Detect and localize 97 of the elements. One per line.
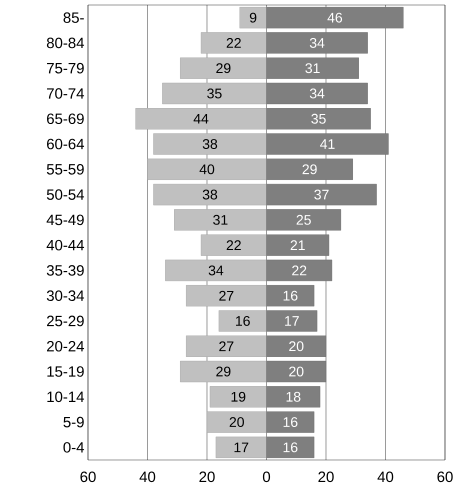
data-label: 9 bbox=[250, 12, 256, 23]
data-label: 34 bbox=[310, 38, 324, 48]
bar bbox=[147, 158, 267, 180]
x-tick-label: 20 bbox=[318, 472, 334, 482]
data-label: 29 bbox=[216, 63, 230, 74]
data-label: 40 bbox=[200, 164, 214, 174]
data-label: 25 bbox=[296, 214, 311, 225]
data-label: 29 bbox=[216, 366, 230, 376]
x-tick-label: 40 bbox=[378, 472, 394, 482]
data-label: 41 bbox=[320, 139, 335, 149]
bar bbox=[266, 108, 371, 130]
data-label: 22 bbox=[292, 266, 306, 276]
bar bbox=[266, 436, 314, 458]
bar bbox=[206, 411, 267, 433]
bar bbox=[266, 184, 377, 206]
bar bbox=[266, 32, 368, 54]
bar bbox=[266, 411, 314, 433]
bar bbox=[266, 310, 318, 332]
data-label: 16 bbox=[284, 290, 298, 301]
data-label: 22 bbox=[226, 38, 241, 48]
y-tick-label: 25-29 bbox=[47, 316, 84, 326]
data-label: 35 bbox=[311, 114, 326, 124]
bar bbox=[186, 336, 267, 357]
data-label: 16 bbox=[284, 417, 298, 428]
data-label: 37 bbox=[314, 190, 329, 200]
bar bbox=[162, 82, 267, 104]
bar bbox=[216, 436, 267, 458]
data-label: 46 bbox=[327, 12, 342, 23]
data-label: 17 bbox=[285, 316, 299, 326]
bar bbox=[266, 209, 342, 231]
data-label: 20 bbox=[289, 366, 304, 376]
y-tick-label: 35-39 bbox=[46, 265, 84, 276]
bar bbox=[266, 234, 330, 256]
data-label: 31 bbox=[305, 63, 320, 74]
bar bbox=[153, 184, 267, 206]
data-label: 20 bbox=[289, 341, 304, 352]
bar bbox=[266, 260, 332, 282]
y-tick-label: 15-19 bbox=[47, 366, 84, 377]
data-label: 17 bbox=[234, 442, 248, 452]
bar bbox=[266, 336, 326, 357]
bar bbox=[135, 108, 267, 130]
y-tick-label: 65-69 bbox=[47, 113, 84, 124]
data-label: 29 bbox=[302, 164, 317, 174]
bar bbox=[200, 32, 267, 54]
data-label: 34 bbox=[310, 88, 324, 98]
data-label: 38 bbox=[202, 190, 218, 200]
bar bbox=[174, 209, 267, 231]
bar bbox=[218, 310, 267, 332]
bar bbox=[266, 6, 404, 28]
data-label: 27 bbox=[219, 290, 234, 301]
bar bbox=[186, 285, 267, 306]
y-tick-label: 45-49 bbox=[46, 214, 84, 226]
data-label: 38 bbox=[202, 139, 218, 149]
bar bbox=[266, 285, 314, 306]
data-label: 20 bbox=[230, 417, 244, 428]
data-label: 27 bbox=[219, 341, 234, 352]
x-tick-label: 40 bbox=[140, 472, 156, 482]
bar bbox=[266, 158, 353, 180]
data-label: 16 bbox=[284, 442, 298, 452]
y-tick-label: 70-74 bbox=[47, 88, 84, 99]
y-tick-label: 10-14 bbox=[47, 392, 84, 402]
y-tick-label: 85- bbox=[64, 12, 84, 23]
bar bbox=[153, 133, 267, 155]
x-tick-label: 60 bbox=[80, 472, 96, 482]
data-label: 19 bbox=[232, 392, 246, 402]
bar bbox=[210, 386, 267, 408]
y-tick-label: 80-84 bbox=[46, 38, 84, 48]
bar bbox=[266, 58, 359, 79]
bar bbox=[266, 360, 326, 382]
bar bbox=[266, 386, 320, 408]
x-tick-label: 20 bbox=[199, 472, 215, 482]
data-label: 18 bbox=[286, 392, 300, 402]
y-tick-label: 5-9 bbox=[63, 416, 84, 428]
y-tick-label: 40-44 bbox=[46, 240, 84, 250]
data-label: 34 bbox=[208, 265, 224, 276]
bar bbox=[180, 360, 267, 382]
bar bbox=[165, 260, 267, 282]
x-tick-label: 60 bbox=[437, 472, 453, 482]
bar bbox=[266, 133, 389, 155]
y-tick-label: 0-4 bbox=[63, 442, 84, 453]
y-tick-label: 30-34 bbox=[46, 290, 84, 301]
x-tick-label: 0 bbox=[262, 472, 270, 482]
data-label: 22 bbox=[226, 240, 241, 250]
bar bbox=[266, 82, 368, 104]
data-label: 35 bbox=[207, 88, 222, 98]
data-label: 31 bbox=[213, 214, 228, 225]
y-tick-label: 50-54 bbox=[46, 189, 84, 200]
bar bbox=[200, 234, 267, 256]
data-label: 16 bbox=[236, 316, 250, 326]
y-tick-label: 20-24 bbox=[47, 340, 84, 352]
y-tick-label: 55-59 bbox=[46, 164, 84, 175]
y-tick-label: 75-79 bbox=[47, 62, 84, 74]
data-label: 21 bbox=[290, 240, 305, 250]
y-tick-label: 60-64 bbox=[47, 138, 84, 150]
bar bbox=[180, 58, 267, 79]
data-label: 44 bbox=[194, 114, 208, 124]
bar bbox=[240, 6, 267, 28]
